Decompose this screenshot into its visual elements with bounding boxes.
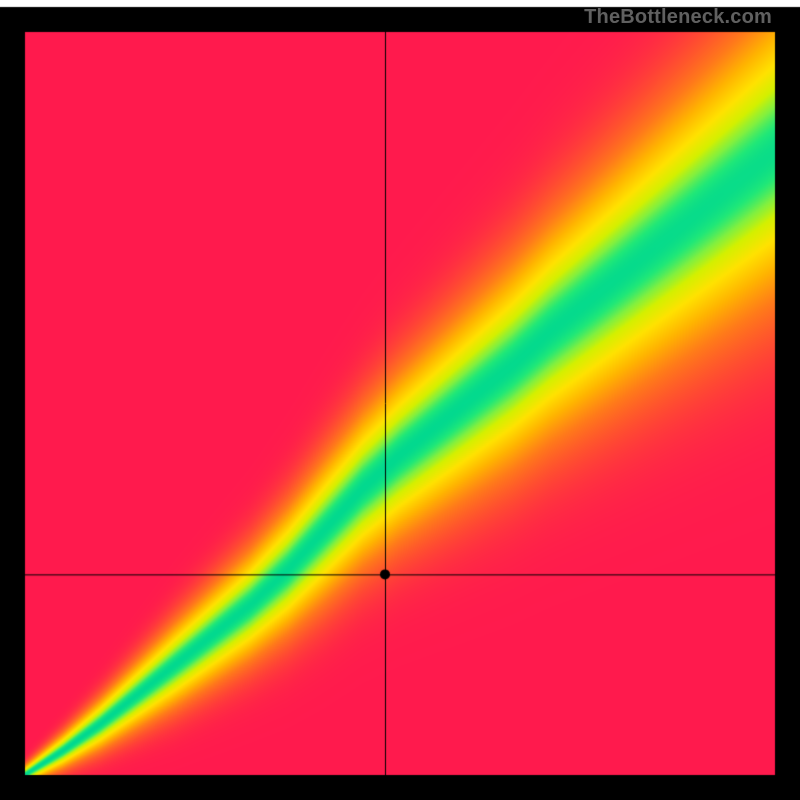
chart-container: TheBottleneck.com [0,0,800,800]
bottleneck-heatmap [0,0,800,800]
watermark-text: TheBottleneck.com [584,6,772,29]
